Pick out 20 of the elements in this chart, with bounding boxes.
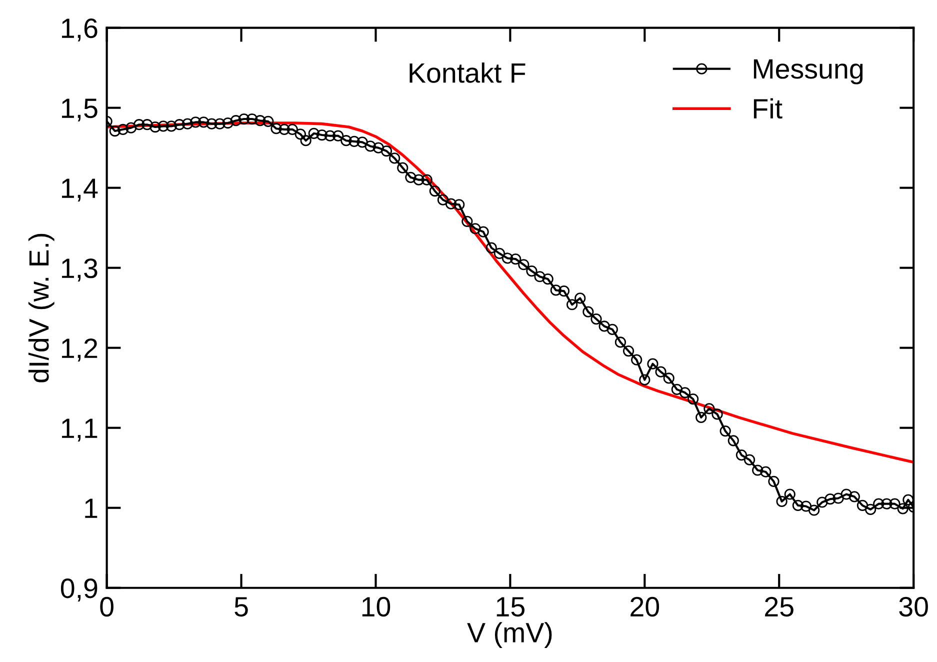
y-tick-label: 1,2 (62, 338, 98, 362)
y-tick-label: 1,5 (62, 98, 98, 122)
y-axis-title: dI/dV (w. E.) (28, 234, 54, 382)
x-tick-label: 30 (899, 596, 928, 617)
y-tick-label: 0,9 (60, 578, 98, 602)
x-tick-label: 15 (496, 597, 524, 617)
y-tick-label: 1,4 (62, 178, 98, 202)
y-tick-label: 1,1 (62, 418, 98, 442)
annotation: Kontakt F (410, 62, 526, 83)
y-tick-label: 1,6 (62, 18, 98, 42)
x-tick-label: 20 (630, 596, 660, 617)
x-tick-label: 5 (234, 597, 248, 617)
x-tick-label: 25 (765, 596, 794, 617)
y-tick-label: 1 (85, 498, 98, 518)
legend-label: Fit (754, 98, 782, 119)
x-axis-title: V (mV) (467, 622, 552, 648)
y-tick-label: 1,3 (62, 258, 98, 282)
x-tick-label: 0 (100, 596, 114, 617)
x-tick-label: 10 (362, 596, 390, 617)
legend-label: Messung (754, 59, 863, 84)
